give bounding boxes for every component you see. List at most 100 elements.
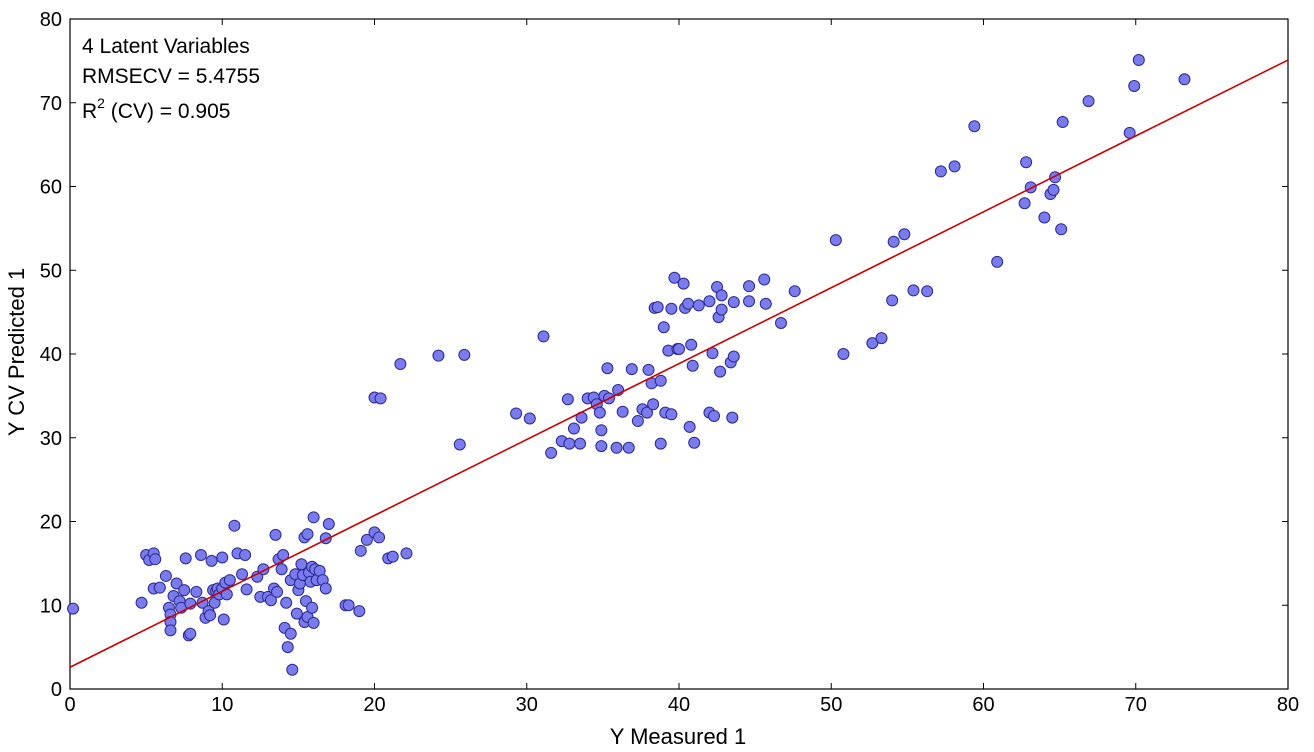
data-point bbox=[386, 550, 399, 563]
data-point bbox=[223, 574, 236, 587]
data-point bbox=[561, 393, 574, 406]
data-point bbox=[1018, 197, 1031, 210]
data-point bbox=[1132, 54, 1145, 67]
data-point bbox=[286, 663, 299, 676]
data-point bbox=[657, 321, 670, 334]
data-point bbox=[179, 552, 192, 565]
data-point bbox=[290, 607, 303, 620]
data-point bbox=[886, 294, 899, 307]
x-tick-label: 80 bbox=[1277, 694, 1299, 716]
data-point bbox=[673, 342, 685, 355]
y-tick-label: 20 bbox=[40, 512, 62, 534]
data-point bbox=[394, 358, 407, 371]
data-point bbox=[523, 412, 536, 425]
data-point bbox=[686, 359, 699, 372]
data-point bbox=[968, 120, 981, 133]
data-point bbox=[1047, 183, 1060, 196]
x-axis-ticks: 0 10 20 30 40 50 60 70 80 bbox=[64, 19, 1299, 716]
data-point bbox=[703, 295, 716, 308]
data-point bbox=[642, 363, 655, 376]
annotation-r2: R2 (CV) = 0.905 bbox=[82, 95, 230, 123]
x-tick-label: 10 bbox=[211, 694, 233, 716]
data-point bbox=[1055, 223, 1068, 236]
data-point bbox=[1082, 95, 1095, 108]
data-point bbox=[593, 406, 606, 419]
data-point bbox=[1020, 156, 1033, 169]
data-point bbox=[353, 605, 366, 618]
data-point bbox=[1056, 116, 1069, 129]
data-point bbox=[228, 519, 241, 532]
x-tick-label: 40 bbox=[668, 694, 690, 716]
data-point bbox=[271, 585, 284, 598]
data-point bbox=[269, 528, 282, 541]
annotation-rmsecv: RMSECV = 5.4755 bbox=[82, 65, 260, 88]
data-point bbox=[688, 436, 701, 449]
data-point bbox=[164, 624, 177, 637]
data-point bbox=[275, 563, 288, 576]
data-point bbox=[458, 348, 471, 361]
data-point bbox=[595, 424, 608, 437]
data-point bbox=[204, 609, 217, 622]
data-point bbox=[682, 297, 695, 310]
data-point bbox=[194, 549, 207, 561]
y-tick-label: 60 bbox=[40, 177, 62, 199]
data-point bbox=[159, 569, 172, 582]
data-point bbox=[281, 641, 294, 654]
data-point bbox=[342, 599, 355, 612]
data-point bbox=[665, 302, 678, 315]
data-point bbox=[170, 577, 183, 590]
data-point bbox=[306, 601, 319, 614]
data-point bbox=[153, 581, 166, 594]
y-tick-label: 80 bbox=[40, 9, 62, 31]
data-point bbox=[307, 511, 320, 524]
data-point bbox=[236, 568, 249, 581]
x-tick-label: 20 bbox=[363, 694, 385, 716]
data-point bbox=[726, 411, 739, 424]
data-point bbox=[595, 440, 608, 453]
data-point bbox=[432, 349, 445, 362]
data-point bbox=[149, 553, 162, 566]
data-point bbox=[135, 596, 148, 609]
data-point bbox=[692, 299, 705, 312]
data-point bbox=[668, 271, 681, 284]
data-point bbox=[759, 297, 772, 310]
data-point bbox=[264, 594, 277, 607]
data-point bbox=[319, 582, 332, 595]
y-axis-ticks: 0 10 20 30 40 50 60 70 80 bbox=[40, 9, 1288, 701]
x-tick-label: 60 bbox=[972, 694, 994, 716]
data-point bbox=[510, 407, 523, 420]
data-point bbox=[622, 441, 635, 454]
data-point bbox=[743, 295, 756, 308]
data-point bbox=[545, 446, 558, 459]
data-point bbox=[205, 554, 218, 567]
data-point bbox=[654, 437, 667, 450]
data-point bbox=[775, 317, 788, 330]
data-point bbox=[837, 348, 850, 360]
data-point bbox=[641, 406, 654, 419]
data-point bbox=[239, 549, 252, 561]
y-axis-label: Y CV Predicted 1 bbox=[4, 268, 29, 436]
annotation-latent-variables: 4 Latent Variables bbox=[82, 35, 250, 58]
data-point bbox=[537, 330, 550, 343]
data-point bbox=[907, 284, 920, 297]
data-point bbox=[708, 409, 721, 422]
data-point bbox=[373, 531, 386, 544]
x-axis-label: Y Measured 1 bbox=[610, 724, 747, 749]
x-tick-label: 50 bbox=[820, 694, 842, 716]
y-tick-label: 30 bbox=[40, 428, 62, 450]
data-point bbox=[616, 405, 629, 418]
data-point bbox=[601, 362, 614, 375]
data-point bbox=[743, 280, 756, 293]
data-point bbox=[683, 420, 696, 433]
data-point bbox=[374, 392, 387, 405]
data-point bbox=[788, 285, 801, 298]
data-point bbox=[574, 437, 587, 450]
annotation-r2-suffix: (CV) = 0.905 bbox=[105, 100, 230, 123]
data-point bbox=[1128, 80, 1141, 92]
y-tick-label: 10 bbox=[40, 595, 62, 617]
data-point bbox=[360, 533, 373, 546]
data-point bbox=[563, 437, 576, 450]
data-point bbox=[921, 285, 934, 298]
data-point bbox=[715, 303, 728, 316]
